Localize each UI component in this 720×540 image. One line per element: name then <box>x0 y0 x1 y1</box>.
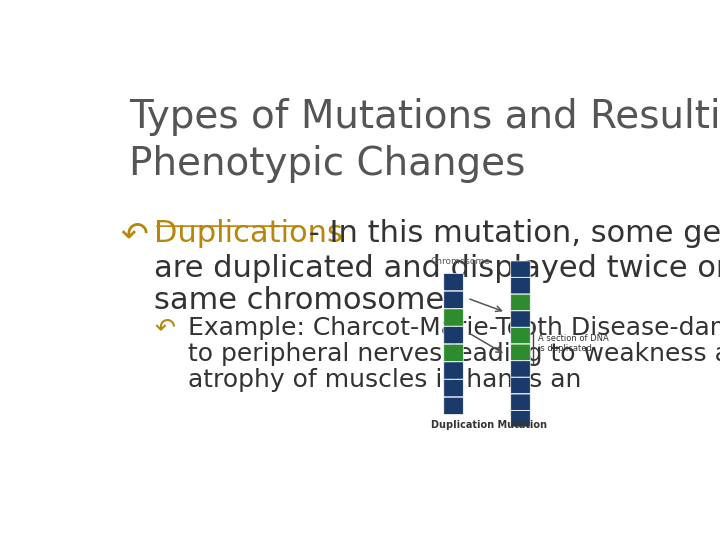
FancyBboxPatch shape <box>510 294 530 310</box>
FancyBboxPatch shape <box>444 291 463 308</box>
FancyBboxPatch shape <box>510 394 530 410</box>
FancyBboxPatch shape <box>510 278 530 294</box>
Text: are duplicated and displayed twice on the: are duplicated and displayed twice on th… <box>154 254 720 283</box>
Text: ↶: ↶ <box>154 316 175 340</box>
Text: Chromosome: Chromosome <box>431 258 490 266</box>
FancyBboxPatch shape <box>444 309 463 326</box>
FancyBboxPatch shape <box>444 274 463 291</box>
Text: Types of Mutations and Resulting
Phenotypic Changes: Types of Mutations and Resulting Phenoty… <box>129 98 720 183</box>
FancyBboxPatch shape <box>510 311 530 327</box>
Text: Duplication Mutation: Duplication Mutation <box>431 420 547 430</box>
FancyBboxPatch shape <box>444 327 463 344</box>
Text: to peripheral nerves leading to weakness and: to peripheral nerves leading to weakness… <box>188 342 720 366</box>
Text: atrophy of muscles in hands an: atrophy of muscles in hands an <box>188 368 581 392</box>
FancyBboxPatch shape <box>444 380 463 397</box>
Text: Example: Charcot-Marie-Tooth Disease-damage: Example: Charcot-Marie-Tooth Disease-dam… <box>188 316 720 340</box>
Text: Duplications: Duplications <box>154 219 343 248</box>
FancyBboxPatch shape <box>510 410 530 427</box>
Text: ↶: ↶ <box>121 219 149 252</box>
FancyBboxPatch shape <box>510 377 530 394</box>
FancyBboxPatch shape <box>510 327 530 344</box>
Text: A section of DNA
is duplicated: A section of DNA is duplicated <box>538 334 608 353</box>
FancyBboxPatch shape <box>510 261 530 277</box>
Text: same chromosome.: same chromosome. <box>154 286 454 315</box>
FancyBboxPatch shape <box>510 361 530 377</box>
FancyBboxPatch shape <box>510 344 530 360</box>
FancyBboxPatch shape <box>444 344 463 361</box>
FancyBboxPatch shape <box>444 362 463 379</box>
FancyBboxPatch shape <box>444 397 463 415</box>
Text: - In this mutation, some genes: - In this mutation, some genes <box>300 219 720 248</box>
